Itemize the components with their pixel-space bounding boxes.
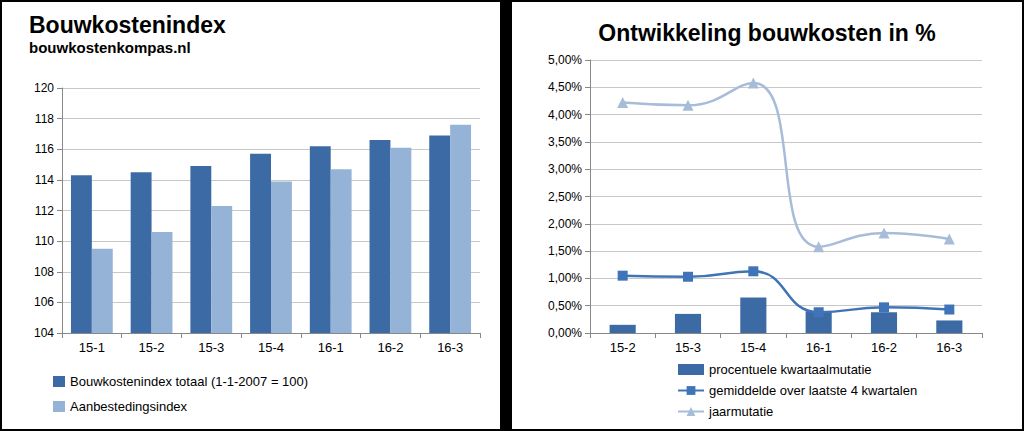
svg-text:5,00%: 5,00%: [548, 53, 582, 67]
svg-text:120: 120: [34, 81, 54, 95]
svg-text:16-3: 16-3: [437, 340, 463, 355]
svg-text:3,50%: 3,50%: [548, 135, 582, 149]
svg-text:gemiddelde over laatste 4 kwar: gemiddelde over laatste 4 kwartalen: [709, 383, 917, 398]
svg-text:16-1: 16-1: [806, 340, 832, 355]
svg-text:1,00%: 1,00%: [548, 271, 582, 285]
svg-text:112: 112: [35, 204, 54, 218]
svg-text:108: 108: [34, 265, 54, 279]
svg-text:118: 118: [35, 112, 54, 126]
svg-text:1,50%: 1,50%: [548, 244, 582, 258]
svg-text:15-3: 15-3: [198, 340, 224, 355]
svg-text:Bouwkostenindex totaal (1-1-20: Bouwkostenindex totaal (1-1-2007 = 100): [70, 374, 308, 389]
svg-text:Bouwkostenindex: Bouwkostenindex: [29, 12, 226, 38]
svg-text:Ontwikkeling bouwkosten in %: Ontwikkeling bouwkosten in %: [598, 20, 935, 46]
svg-text:0,50%: 0,50%: [548, 299, 582, 313]
svg-text:bouwkostenkompas.nl: bouwkostenkompas.nl: [29, 39, 191, 56]
svg-text:114: 114: [35, 173, 54, 187]
svg-text:Aanbestedingsindex: Aanbestedingsindex: [70, 399, 188, 414]
svg-text:3,00%: 3,00%: [548, 162, 582, 176]
svg-text:16-2: 16-2: [377, 340, 403, 355]
svg-text:4,50%: 4,50%: [548, 80, 582, 94]
svg-text:110: 110: [35, 234, 54, 248]
svg-text:jaarmutatie: jaarmutatie: [708, 404, 773, 419]
svg-text:15-4: 15-4: [740, 340, 766, 355]
svg-text:15-3: 15-3: [675, 340, 701, 355]
svg-text:0,00%: 0,00%: [548, 326, 582, 340]
svg-text:116: 116: [35, 142, 54, 156]
svg-text:16-3: 16-3: [936, 340, 962, 355]
svg-text:106: 106: [34, 295, 54, 309]
svg-text:15-2: 15-2: [139, 340, 165, 355]
svg-text:2,00%: 2,00%: [548, 217, 582, 231]
svg-text:16-1: 16-1: [318, 340, 344, 355]
svg-text:procentuele kwartaalmutatie: procentuele kwartaalmutatie: [709, 362, 872, 377]
svg-text:15-1: 15-1: [79, 340, 105, 355]
svg-text:2,50%: 2,50%: [548, 190, 582, 204]
svg-text:16-2: 16-2: [871, 340, 897, 355]
svg-text:4,00%: 4,00%: [548, 108, 582, 122]
svg-text:104: 104: [34, 326, 54, 340]
svg-text:15-4: 15-4: [258, 340, 284, 355]
svg-text:15-2: 15-2: [610, 340, 636, 355]
